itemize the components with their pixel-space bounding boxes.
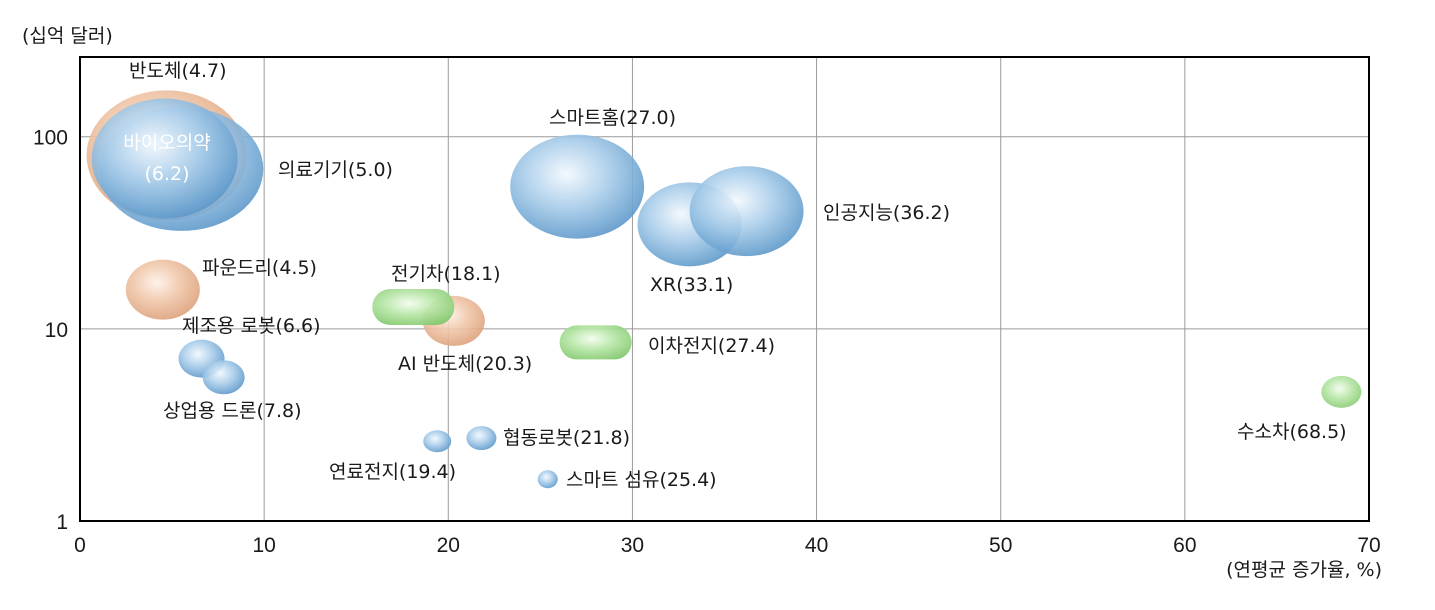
ticks-layer: 0 10 20 30 40 50 60 70 1 10 100 [33, 127, 1381, 557]
x-axis-title: (연평균 증가율, %) [1226, 559, 1382, 581]
x-tick-label: 50 [989, 534, 1012, 557]
bubble-연료전지 [423, 430, 452, 453]
bubble-label: 연료전지(19.4) [329, 461, 456, 483]
bubble-label: 반도체(4.7) [129, 60, 226, 82]
bubble-스마트-섬유 [537, 470, 558, 489]
bubble-바이오의약 [91, 98, 238, 219]
bubble-label: 파운드리(4.5) [202, 257, 317, 279]
x-tick-label: 30 [621, 534, 644, 557]
bubble-label: AI 반도체(20.3) [398, 353, 532, 375]
bubble-스마트홈 [510, 134, 645, 239]
plot-frame [79, 56, 1370, 522]
bubble-파운드리 [125, 259, 200, 320]
bubble-인공지능 [689, 166, 804, 257]
bubble-전기차 [372, 288, 455, 325]
labels-layer: 반도체(4.7) 바이오의약 (6.2) 의료기기(5.0) 스마트홈(27.0) 인공지… [123, 60, 1346, 491]
x-tick-label: 0 [74, 534, 86, 557]
bubble-label: XR(33.1) [650, 274, 733, 296]
x-tick-label: 20 [437, 534, 460, 557]
x-tick-label: 10 [252, 534, 275, 557]
bubble-이차전지 [559, 325, 632, 360]
bubble-label: 바이오의약 [123, 132, 210, 154]
y-tick-label: 100 [33, 127, 68, 150]
bubble-label: 이차전지(27.4) [648, 335, 775, 357]
y-tick-label: 1 [56, 511, 68, 534]
y-tick-label: 10 [45, 319, 68, 342]
bubble-label: 스마트 섬유(25.4) [566, 469, 717, 491]
x-tick-label: 40 [805, 534, 828, 557]
bubble-label: 스마트홈(27.0) [549, 107, 676, 129]
grid [80, 57, 1369, 521]
bubble-label: (6.2) [144, 163, 189, 185]
x-tick-label: 70 [1357, 534, 1380, 557]
bubble-상업용-드론 [202, 360, 245, 395]
bubble-협동로봇 [466, 426, 497, 451]
bubble-label: 협동로봇(21.8) [503, 427, 630, 449]
x-tick-label: 60 [1173, 534, 1196, 557]
bubble-label: 상업용 드론(7.8) [163, 400, 301, 422]
bubble-label: 인공지능(36.2) [823, 202, 950, 224]
y-axis-title: (십억 달러) [22, 25, 113, 47]
bubble-label: 수소차(68.5) [1237, 421, 1347, 443]
bubble-label: 전기차(18.1) [391, 263, 501, 285]
bubble-label: 의료기기(5.0) [278, 159, 393, 181]
bubble-수소차 [1321, 375, 1362, 408]
bubbles-layer [86, 90, 1362, 489]
bubble-label: 제조용 로봇(6.6) [182, 315, 320, 337]
